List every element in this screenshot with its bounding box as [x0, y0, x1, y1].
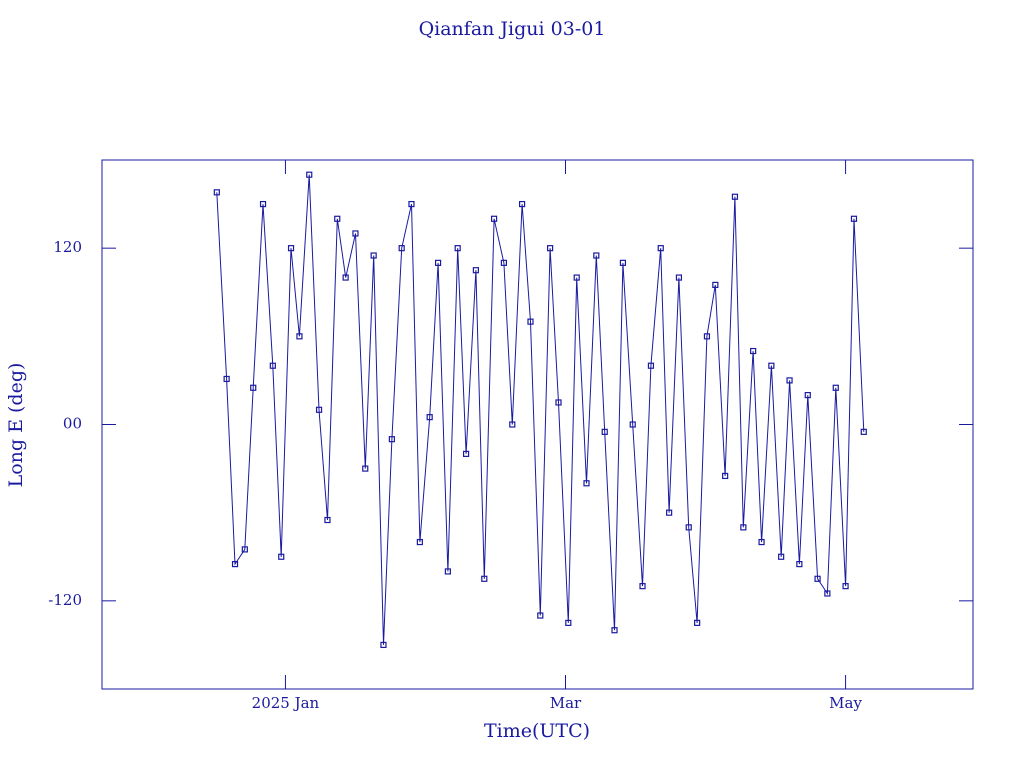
data-point	[639, 583, 646, 590]
data-point	[370, 252, 377, 259]
data-point	[712, 281, 719, 289]
data-point	[796, 560, 803, 568]
data-point	[518, 200, 526, 208]
data-point	[315, 406, 323, 413]
chart-title: Qianfan Jigui 03-01	[419, 18, 606, 40]
data-point	[287, 245, 295, 252]
data-point	[593, 252, 600, 259]
data-point	[231, 560, 239, 568]
data-point	[555, 399, 562, 406]
plot-frame	[101, 159, 974, 690]
data-point	[259, 200, 267, 208]
data-point	[241, 546, 248, 553]
data-point	[250, 384, 257, 391]
y-tick-label: 00	[63, 415, 82, 433]
data-point	[842, 583, 849, 590]
data-point	[509, 421, 516, 428]
data-point	[454, 245, 461, 252]
x-tick-label: May	[829, 694, 862, 712]
data-point	[786, 377, 793, 384]
data-point	[804, 392, 811, 399]
data-point	[629, 421, 636, 428]
data-point	[398, 245, 405, 252]
data-point	[388, 436, 395, 443]
data-point	[537, 612, 544, 619]
data-point	[472, 267, 479, 274]
data-point	[722, 472, 729, 480]
data-point	[213, 189, 220, 196]
data-point	[814, 575, 821, 582]
data-point	[647, 362, 655, 369]
data-point	[500, 259, 507, 266]
data-point	[675, 274, 683, 281]
data-point	[352, 230, 359, 237]
data-point	[444, 568, 451, 575]
data-point	[832, 384, 839, 391]
data-line	[216, 174, 865, 645]
data-point	[740, 524, 747, 531]
y-tick-label: -120	[48, 591, 82, 609]
data-point	[685, 524, 692, 531]
data-point	[324, 516, 331, 524]
data-point	[824, 590, 831, 597]
data-point	[694, 619, 701, 626]
data-point	[296, 333, 303, 340]
data-point	[601, 428, 608, 435]
plot-area	[213, 171, 867, 649]
data-point	[573, 274, 580, 281]
data-point	[850, 215, 858, 222]
data-point	[768, 362, 775, 369]
x-axis-label: Time(UTC)	[484, 720, 590, 742]
data-point	[565, 619, 572, 626]
data-point	[269, 362, 276, 369]
data-point	[619, 259, 627, 266]
data-point	[860, 428, 867, 435]
data-point	[778, 553, 785, 560]
data-point	[527, 318, 534, 325]
data-point	[416, 538, 423, 546]
data-point	[462, 450, 470, 457]
data-point	[278, 553, 285, 560]
y-axis-label: Long E (deg)	[5, 363, 27, 488]
data-point	[334, 215, 341, 222]
data-point	[703, 333, 711, 340]
data-point	[490, 215, 498, 222]
data-point	[750, 347, 757, 355]
data-point	[408, 200, 415, 208]
data-point	[758, 538, 765, 546]
data-point	[426, 414, 433, 421]
data-point	[380, 641, 387, 649]
x-tick-label: 2025 Jan	[252, 694, 320, 712]
data-point	[342, 274, 349, 281]
data-point	[731, 193, 739, 200]
data-point	[362, 465, 369, 472]
y-tick-label: 120	[53, 238, 82, 256]
data-point	[481, 575, 488, 582]
data-point	[583, 480, 590, 487]
x-tick-label: Mar	[550, 694, 582, 712]
data-point	[547, 245, 554, 252]
data-point	[657, 245, 664, 252]
data-point	[611, 627, 618, 634]
data-point	[306, 171, 313, 178]
data-point	[434, 259, 442, 266]
data-point	[666, 509, 673, 516]
data-point	[223, 375, 230, 383]
